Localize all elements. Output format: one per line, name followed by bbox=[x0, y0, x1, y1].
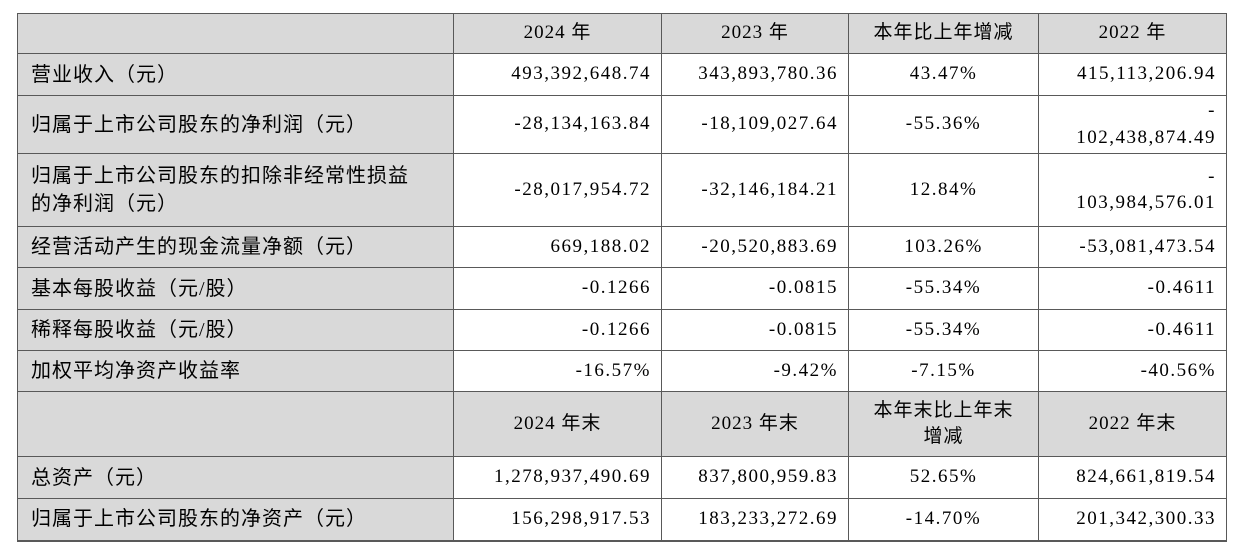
change-cell: -55.36% bbox=[848, 94, 1039, 155]
header-2022-cell: 2022 年 bbox=[1038, 13, 1227, 54]
value-2023-cell: -18,109,027.64 bbox=[661, 94, 849, 155]
table-row-diluted-eps: 稀释每股收益（元/股） -0.1266 -0.0815 -55.34% -0.4… bbox=[17, 309, 1227, 352]
header-2022-end-cell: 2022 年末 bbox=[1038, 391, 1227, 458]
table-row-deducted-net-profit: 归属于上市公司股东的扣除非经常性损益 的净利润（元） -28,017,954.7… bbox=[17, 153, 1227, 228]
header-blank-cell bbox=[17, 391, 454, 458]
value-2024-cell: -28,017,954.72 bbox=[453, 153, 662, 228]
row-label-cell: 总资产（元） bbox=[17, 456, 454, 500]
value-2024-cell: -28,134,163.84 bbox=[453, 94, 662, 155]
header-2023-end-cell: 2023 年末 bbox=[661, 391, 849, 458]
table-row-revenue: 营业收入（元） 493,392,648.74 343,893,780.36 43… bbox=[17, 53, 1227, 96]
value-2022-cell: -0.4611 bbox=[1038, 309, 1227, 352]
value-2023-cell: -0.0815 bbox=[661, 267, 849, 311]
value-2022-cell: 415,113,206.94 bbox=[1038, 53, 1227, 96]
table-header-row-year-end: 2024 年末 2023 年末 本年末比上年末 增减 2022 年末 bbox=[17, 391, 1227, 458]
table-row-net-profit: 归属于上市公司股东的净利润（元） -28,134,163.84 -18,109,… bbox=[17, 94, 1227, 155]
table-row-total-assets: 总资产（元） 1,278,937,490.69 837,800,959.83 5… bbox=[17, 456, 1227, 500]
header-2024-cell: 2024 年 bbox=[453, 13, 662, 54]
financial-summary-table: 2024 年 2023 年 本年比上年增减 2022 年 营业收入（元） 493… bbox=[17, 13, 1227, 542]
value-2024-cell: 669,188.02 bbox=[453, 226, 662, 269]
header-blank-cell bbox=[17, 13, 454, 54]
change-cell: 52.65% bbox=[848, 456, 1039, 500]
change-cell: -55.34% bbox=[848, 267, 1039, 311]
value-2022-cell: - 102,438,874.49 bbox=[1038, 94, 1227, 155]
value-2024-cell: -0.1266 bbox=[453, 267, 662, 311]
change-cell: 103.26% bbox=[848, 226, 1039, 269]
table-header-row: 2024 年 2023 年 本年比上年增减 2022 年 bbox=[17, 13, 1227, 54]
value-2022-cell: -0.4611 bbox=[1038, 267, 1227, 311]
value-2023-cell: -20,520,883.69 bbox=[661, 226, 849, 269]
value-2024-cell: -16.57% bbox=[453, 350, 662, 393]
row-label-cell: 加权平均净资产收益率 bbox=[17, 350, 454, 393]
row-label-cell: 营业收入（元） bbox=[17, 53, 454, 96]
value-2023-cell: 343,893,780.36 bbox=[661, 53, 849, 96]
value-2024-cell: -0.1266 bbox=[453, 309, 662, 352]
change-cell: -14.70% bbox=[848, 498, 1039, 542]
value-2022-cell: 824,661,819.54 bbox=[1038, 456, 1227, 500]
table-row-operating-cash-flow: 经营活动产生的现金流量净额（元） 669,188.02 -20,520,883.… bbox=[17, 226, 1227, 269]
table-row-weighted-avg-roe: 加权平均净资产收益率 -16.57% -9.42% -7.15% -40.56% bbox=[17, 350, 1227, 393]
row-label-cell: 经营活动产生的现金流量净额（元） bbox=[17, 226, 454, 269]
header-yoy-change-cell: 本年比上年增减 bbox=[848, 13, 1039, 54]
change-cell: -7.15% bbox=[848, 350, 1039, 393]
value-2022-cell: -53,081,473.54 bbox=[1038, 226, 1227, 269]
value-2023-cell: -0.0815 bbox=[661, 309, 849, 352]
row-label-cell: 归属于上市公司股东的净利润（元） bbox=[17, 94, 454, 155]
value-2023-cell: -32,146,184.21 bbox=[661, 153, 849, 228]
header-2024-end-cell: 2024 年末 bbox=[453, 391, 662, 458]
row-label-cell: 基本每股收益（元/股） bbox=[17, 267, 454, 311]
value-2022-cell: -40.56% bbox=[1038, 350, 1227, 393]
row-label-cell: 归属于上市公司股东的净资产（元） bbox=[17, 498, 454, 542]
header-yoy-end-change-cell: 本年末比上年末 增减 bbox=[848, 391, 1039, 458]
value-2023-cell: -9.42% bbox=[661, 350, 849, 393]
row-label-cell: 稀释每股收益（元/股） bbox=[17, 309, 454, 352]
value-2023-cell: 837,800,959.83 bbox=[661, 456, 849, 500]
header-2023-cell: 2023 年 bbox=[661, 13, 849, 54]
row-label-cell: 归属于上市公司股东的扣除非经常性损益 的净利润（元） bbox=[17, 153, 454, 228]
value-2022-cell: 201,342,300.33 bbox=[1038, 498, 1227, 542]
value-2024-cell: 1,278,937,490.69 bbox=[453, 456, 662, 500]
value-2022-cell: - 103,984,576.01 bbox=[1038, 153, 1227, 228]
value-2024-cell: 156,298,917.53 bbox=[453, 498, 662, 542]
change-cell: -55.34% bbox=[848, 309, 1039, 352]
value-2024-cell: 493,392,648.74 bbox=[453, 53, 662, 96]
table-row-basic-eps: 基本每股收益（元/股） -0.1266 -0.0815 -55.34% -0.4… bbox=[17, 267, 1227, 311]
change-cell: 12.84% bbox=[848, 153, 1039, 228]
value-2023-cell: 183,233,272.69 bbox=[661, 498, 849, 542]
change-cell: 43.47% bbox=[848, 53, 1039, 96]
table-row-net-assets: 归属于上市公司股东的净资产（元） 156,298,917.53 183,233,… bbox=[17, 498, 1227, 542]
